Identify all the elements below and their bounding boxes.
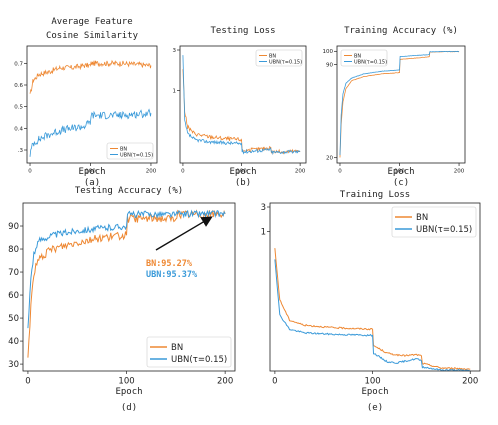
- y-tick-label: 100: [323, 49, 334, 55]
- plot-frame: [269, 202, 481, 372]
- chart-title: Testing Loss: [210, 26, 275, 36]
- x-tick-label: 200: [146, 169, 157, 175]
- legend-entry: UBN(τ=0.15): [354, 59, 387, 65]
- panel-caption: (e): [367, 403, 383, 413]
- panel-caption: (b): [235, 178, 251, 188]
- series-line-ubn-0-15-: [182, 55, 301, 155]
- x-tick-label: 200: [454, 169, 465, 175]
- y-tick-label: 3: [173, 48, 177, 54]
- annotation-bn: BN:95.27%: [146, 259, 193, 269]
- series-line-ubn-0-15-: [274, 259, 471, 371]
- y-tick-label: 70: [8, 268, 19, 278]
- x-tick-label: 0: [181, 169, 185, 175]
- y-tick-label: 0.5: [14, 105, 23, 111]
- panel-caption: (a): [84, 178, 100, 188]
- legend-entry: BN: [416, 213, 428, 223]
- legend-entry: BN: [269, 53, 276, 59]
- chart-title: Training Accuracy (%): [344, 26, 458, 36]
- y-tick-label: 0.6: [14, 83, 23, 89]
- x-axis-label: Epoch: [229, 167, 256, 177]
- x-tick-label: 100: [85, 169, 96, 175]
- plot-frame: [26, 45, 158, 164]
- chart-panel-e: Training Loss 0 100 200 1 3 Epoch (e) BN UBN(τ=0.…: [261, 190, 481, 413]
- x-tick-label: 100: [394, 169, 405, 175]
- chart-panel-b: Testing Loss 0 100 200 1 3 Epoch(b) BNUBN(τ=0.1…: [173, 26, 307, 188]
- x-tick-label: 100: [236, 169, 247, 175]
- y-tick-label: .3: [18, 148, 24, 154]
- y-tick-label: 90: [8, 222, 19, 232]
- y-tick-label: 30: [8, 360, 19, 370]
- y-tick-label: 20: [326, 156, 333, 162]
- y-tick-label: 1: [261, 228, 266, 238]
- series-line-ubn-0-15-: [339, 50, 460, 156]
- x-axis-label: Epoch: [78, 167, 105, 177]
- x-tick-label: 200: [462, 377, 478, 387]
- x-tick-label: 200: [217, 377, 233, 387]
- panel-caption: (d): [121, 403, 137, 413]
- x-axis-label: Epoch: [387, 167, 414, 177]
- chart-title: Average Feature: [51, 17, 132, 27]
- plot-frame: [22, 202, 236, 372]
- legend: BN UBN(τ=0.15): [391, 206, 477, 238]
- legend-entry: BN: [354, 53, 361, 59]
- annotation-arrow: [155, 216, 213, 251]
- series-line-bn: [274, 248, 471, 371]
- y-tick-label: 50: [8, 314, 19, 324]
- legend-entry: UBN(τ=0.15): [171, 355, 227, 365]
- y-tick-label: 1: [173, 88, 177, 94]
- x-tick-label: 100: [118, 377, 134, 387]
- annotation-ubn: UBN:95.37%: [146, 270, 198, 280]
- series-line-ubn-0-15-: [27, 209, 226, 329]
- y-tick-label: 80: [8, 245, 19, 255]
- chart-title: Testing Accuracy (%): [75, 186, 183, 196]
- legend-entry: UBN(τ=0.15): [120, 152, 153, 158]
- y-tick-label: 0.4: [14, 126, 23, 132]
- x-tick-label: 0: [28, 169, 32, 175]
- x-tick-label: 0: [272, 377, 277, 387]
- y-tick-label: 0.7: [14, 61, 23, 67]
- plot-frame: [179, 45, 307, 164]
- y-tick-label: 3: [261, 203, 266, 213]
- x-axis-label: Epoch: [115, 387, 142, 397]
- chart-title: Cosine Similarity: [46, 31, 139, 41]
- series-line-bn: [29, 59, 152, 94]
- chart-panel-d: Testing Accuracy (%) 0 100 200 30 40 50 60 70 80 9…: [8, 186, 236, 413]
- x-axis-label: Epoch: [361, 387, 388, 397]
- y-tick-label: 40: [8, 337, 19, 347]
- x-tick-label: 0: [338, 169, 342, 175]
- y-tick-label: 90: [326, 63, 333, 69]
- legend-entry: BN: [120, 146, 127, 152]
- x-tick-label: 0: [25, 377, 30, 387]
- legend: BN UBN(τ=0.15): [146, 336, 232, 368]
- series-line-ubn-0-15-: [29, 108, 152, 157]
- chart-title: Training Loss: [340, 190, 410, 200]
- legend-entry: UBN(τ=0.15): [416, 225, 472, 235]
- chart-panel-a: Average Feature Cosine Similarity 0 100 200.…: [14, 17, 158, 188]
- legend-entry: BN: [171, 343, 183, 353]
- legend-entry: UBN(τ=0.15): [269, 59, 302, 65]
- plot-frame: [336, 45, 466, 164]
- panel-caption: (c): [393, 178, 409, 188]
- y-tick-label: 60: [8, 291, 19, 301]
- x-tick-label: 100: [364, 377, 380, 387]
- chart-panel-c: Training Accuracy (%)0 100 2002090100Epoch…: [323, 26, 466, 188]
- x-tick-label: 200: [295, 169, 306, 175]
